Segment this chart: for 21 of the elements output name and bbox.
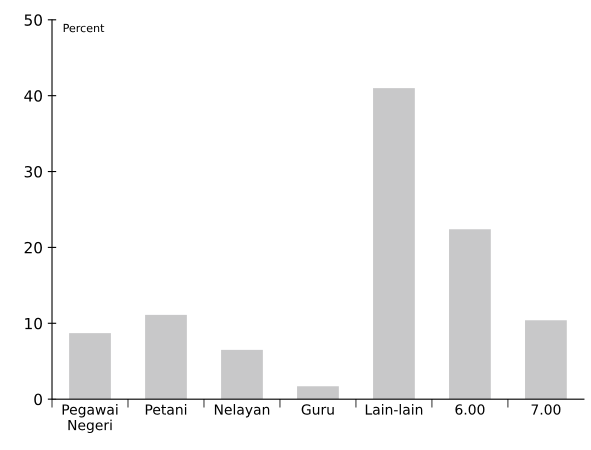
x-tick-label: Guru bbox=[302, 404, 334, 415]
y-tick-label: 20 bbox=[24, 242, 42, 254]
bar bbox=[297, 386, 339, 400]
bar bbox=[145, 314, 187, 400]
y-tick-label: 10 bbox=[25, 318, 42, 330]
y-axis-title: Percent bbox=[64, 24, 104, 32]
x-tick-label: Lain-lain bbox=[366, 404, 422, 415]
x-tick-label: Pegawai Negeri bbox=[62, 404, 118, 434]
y-tick-label: 50 bbox=[24, 14, 42, 26]
bar bbox=[373, 88, 415, 400]
bar bbox=[525, 320, 567, 400]
bar bbox=[221, 350, 263, 400]
x-tick-label: 7.00 bbox=[532, 404, 560, 415]
x-tick-label: 6.00 bbox=[455, 404, 484, 415]
y-tick-label: 40 bbox=[24, 90, 42, 102]
y-tick-label: 30 bbox=[24, 166, 42, 178]
x-tick-label: Nelayan bbox=[214, 404, 270, 418]
x-tick-label: Petani bbox=[146, 404, 186, 415]
bar bbox=[449, 229, 491, 400]
y-tick-label: 0 bbox=[34, 394, 42, 406]
bar bbox=[69, 333, 111, 400]
